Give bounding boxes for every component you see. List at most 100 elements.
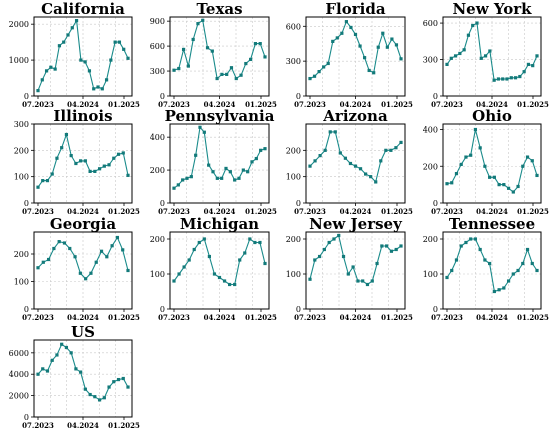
data-point xyxy=(331,39,335,43)
data-point xyxy=(313,258,317,262)
y-tick-label: 100 xyxy=(14,173,29,182)
data-point xyxy=(483,54,488,58)
x-tick-label: 04.2024 xyxy=(67,100,99,109)
data-point xyxy=(55,156,59,160)
data-point xyxy=(502,286,506,290)
axis-frame xyxy=(169,123,270,204)
data-point xyxy=(233,178,237,182)
data-point xyxy=(394,43,399,47)
axis-frame xyxy=(305,123,406,204)
x-tick-label: 01.2025 xyxy=(245,207,277,216)
series-line xyxy=(173,126,266,189)
y-tick-label: 0 xyxy=(24,305,29,314)
data-point xyxy=(479,56,483,60)
data-point xyxy=(394,146,398,150)
data-point xyxy=(258,240,262,245)
data-point xyxy=(222,279,227,283)
data-point xyxy=(121,151,125,155)
y-tick-label: 200 xyxy=(14,250,29,259)
data-point xyxy=(511,272,515,276)
data-point xyxy=(513,76,518,80)
data-point xyxy=(353,164,358,168)
x-tick-label: 07.2023 xyxy=(22,100,54,109)
data-point xyxy=(450,181,454,185)
data-point xyxy=(97,167,102,171)
data-point xyxy=(348,161,353,166)
data-point xyxy=(94,260,98,264)
panel-title: Tennessee xyxy=(449,215,535,233)
data-point xyxy=(126,385,130,389)
y-tick-label: 100 xyxy=(286,173,301,182)
y-tick-label: 0 xyxy=(24,92,29,101)
data-point xyxy=(358,44,362,48)
y-tick-label: 200 xyxy=(150,235,165,244)
y-tick-label: 300 xyxy=(286,57,301,66)
data-point xyxy=(57,240,61,244)
data-point xyxy=(356,279,360,283)
data-point xyxy=(379,159,383,163)
data-point xyxy=(344,20,348,24)
data-point xyxy=(254,156,258,161)
x-tick-label: 07.2023 xyxy=(158,313,190,322)
y-tick-label: 0 xyxy=(296,92,301,101)
data-point xyxy=(478,146,482,150)
data-point xyxy=(323,148,327,152)
data-point xyxy=(237,176,241,180)
data-point xyxy=(530,159,534,163)
data-point xyxy=(246,170,250,174)
data-point xyxy=(492,175,496,179)
data-point xyxy=(45,179,50,183)
x-tick-label: 07.2023 xyxy=(294,207,326,216)
data-point xyxy=(526,62,531,66)
x-tick-label: 04.2024 xyxy=(67,207,99,216)
axis-frame xyxy=(442,123,542,204)
chart-panel-illinois: Illinois 0 100 200 300 07.2023 04.2024 01.2025 xyxy=(14,107,140,216)
panel-title: Ohio xyxy=(472,107,512,125)
data-point xyxy=(113,40,117,44)
y-tick-label: 300 xyxy=(423,56,438,65)
x-tick-label: 07.2023 xyxy=(158,100,190,109)
data-point xyxy=(88,169,92,173)
data-point xyxy=(241,168,245,172)
data-point xyxy=(177,272,181,276)
data-point xyxy=(196,22,200,26)
data-point xyxy=(74,367,78,371)
data-point xyxy=(109,58,113,62)
data-point xyxy=(358,167,363,171)
y-tick-label: 100 xyxy=(286,270,301,279)
chart-panel-us: US 0 2000 4000 6000 07.2023 04.2024 01.2025 xyxy=(9,323,140,430)
data-point xyxy=(341,254,346,259)
data-point xyxy=(469,153,473,157)
x-tick-label: 04.2024 xyxy=(476,207,508,216)
data-point xyxy=(224,166,228,171)
data-point xyxy=(399,244,403,248)
data-point xyxy=(445,182,449,186)
data-point xyxy=(337,233,341,238)
y-tick-label: 200 xyxy=(14,146,29,155)
data-point xyxy=(365,282,370,287)
data-point xyxy=(488,175,492,179)
data-point xyxy=(187,258,191,262)
data-point xyxy=(182,265,186,269)
chart-panel-ohio: Ohio 0 200 400 07.2023 04.2024 01.2025 xyxy=(423,107,549,216)
x-tick-label: 01.2025 xyxy=(108,207,140,216)
data-point xyxy=(353,32,358,37)
y-tick-label: 200 xyxy=(286,235,301,244)
data-point xyxy=(96,85,100,89)
x-tick-label: 01.2025 xyxy=(381,100,413,109)
x-tick-label: 01.2025 xyxy=(517,100,549,109)
data-point xyxy=(349,25,353,30)
data-point xyxy=(197,240,201,245)
data-point xyxy=(496,77,501,81)
data-point xyxy=(525,247,530,252)
data-point xyxy=(207,163,211,167)
data-point xyxy=(318,154,322,158)
data-point xyxy=(107,385,111,389)
data-point xyxy=(181,178,185,182)
data-point xyxy=(126,268,130,273)
data-point xyxy=(83,60,87,64)
data-point xyxy=(121,376,125,381)
data-point xyxy=(78,271,82,275)
x-tick-label: 01.2025 xyxy=(517,207,549,216)
